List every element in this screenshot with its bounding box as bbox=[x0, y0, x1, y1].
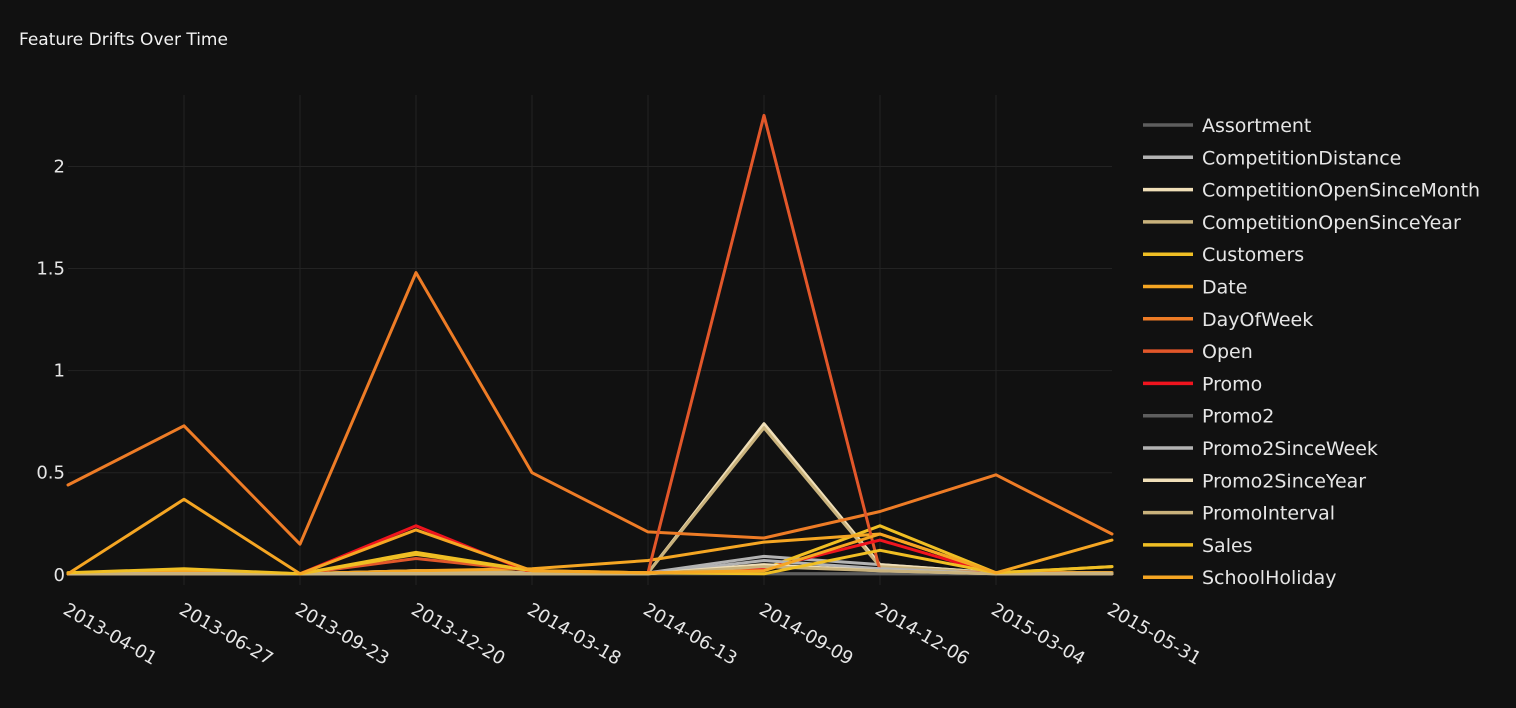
legend-label: Open bbox=[1202, 341, 1253, 363]
legend-label: DayOfWeek bbox=[1202, 309, 1313, 331]
y-tick-label: 1.5 bbox=[36, 259, 65, 280]
legend-item-promo[interactable]: Promo bbox=[1143, 373, 1262, 395]
legend-item-competitiondistance[interactable]: CompetitionDistance bbox=[1143, 147, 1401, 169]
legend-label: CompetitionOpenSinceMonth bbox=[1202, 180, 1480, 202]
legend-label: PromoInterval bbox=[1202, 503, 1335, 525]
legend-item-date[interactable]: Date bbox=[1143, 277, 1247, 299]
legend-item-assortment[interactable]: Assortment bbox=[1143, 115, 1311, 137]
legend-item-promo2sinceyear[interactable]: Promo2SinceYear bbox=[1143, 470, 1366, 492]
legend-item-customers[interactable]: Customers bbox=[1143, 244, 1304, 266]
legend-item-schoolholiday[interactable]: SchoolHoliday bbox=[1143, 567, 1337, 589]
legend-label: Promo bbox=[1202, 373, 1262, 395]
legend-label: Promo2 bbox=[1202, 406, 1274, 428]
legend-label: CompetitionOpenSinceYear bbox=[1202, 212, 1461, 234]
y-tick-label: 2 bbox=[54, 156, 65, 177]
y-tick-label: 1 bbox=[54, 361, 65, 382]
series-line-promointerval bbox=[66, 565, 1114, 576]
legend-label: SchoolHoliday bbox=[1202, 567, 1337, 589]
legend-item-promo2[interactable]: Promo2 bbox=[1143, 406, 1274, 428]
legend-label: Promo2SinceWeek bbox=[1202, 438, 1378, 460]
legend-item-promo2sinceweek[interactable]: Promo2SinceWeek bbox=[1143, 438, 1378, 460]
y-tick-label: 0 bbox=[54, 565, 65, 586]
series-layer bbox=[66, 113, 1114, 576]
legend-item-competitionopensinceyear[interactable]: CompetitionOpenSinceYear bbox=[1143, 212, 1461, 234]
legend-item-promointerval[interactable]: PromoInterval bbox=[1143, 503, 1335, 525]
series-line-dayofweek bbox=[66, 271, 1114, 546]
legend-item-open[interactable]: Open bbox=[1143, 341, 1253, 363]
y-tick-label: 0.5 bbox=[36, 463, 65, 484]
legend-item-competitionopensincemonth[interactable]: CompetitionOpenSinceMonth bbox=[1143, 180, 1480, 202]
legend-label: Date bbox=[1202, 277, 1247, 299]
legend-label: Customers bbox=[1202, 244, 1304, 266]
series-line-schoolholiday bbox=[66, 497, 1114, 576]
chart-title: Feature Drifts Over Time bbox=[19, 30, 228, 50]
legend-label: CompetitionDistance bbox=[1202, 147, 1401, 169]
legend-label: Sales bbox=[1202, 535, 1253, 557]
legend-item-sales[interactable]: Sales bbox=[1143, 535, 1253, 557]
legend-label: Assortment bbox=[1202, 115, 1311, 137]
legend-label: Promo2SinceYear bbox=[1202, 470, 1366, 492]
grid-layer bbox=[68, 95, 1112, 585]
legend-item-dayofweek[interactable]: DayOfWeek bbox=[1143, 309, 1313, 331]
legend: Assortment CompetitionDistance Competition… bbox=[1143, 115, 1480, 589]
